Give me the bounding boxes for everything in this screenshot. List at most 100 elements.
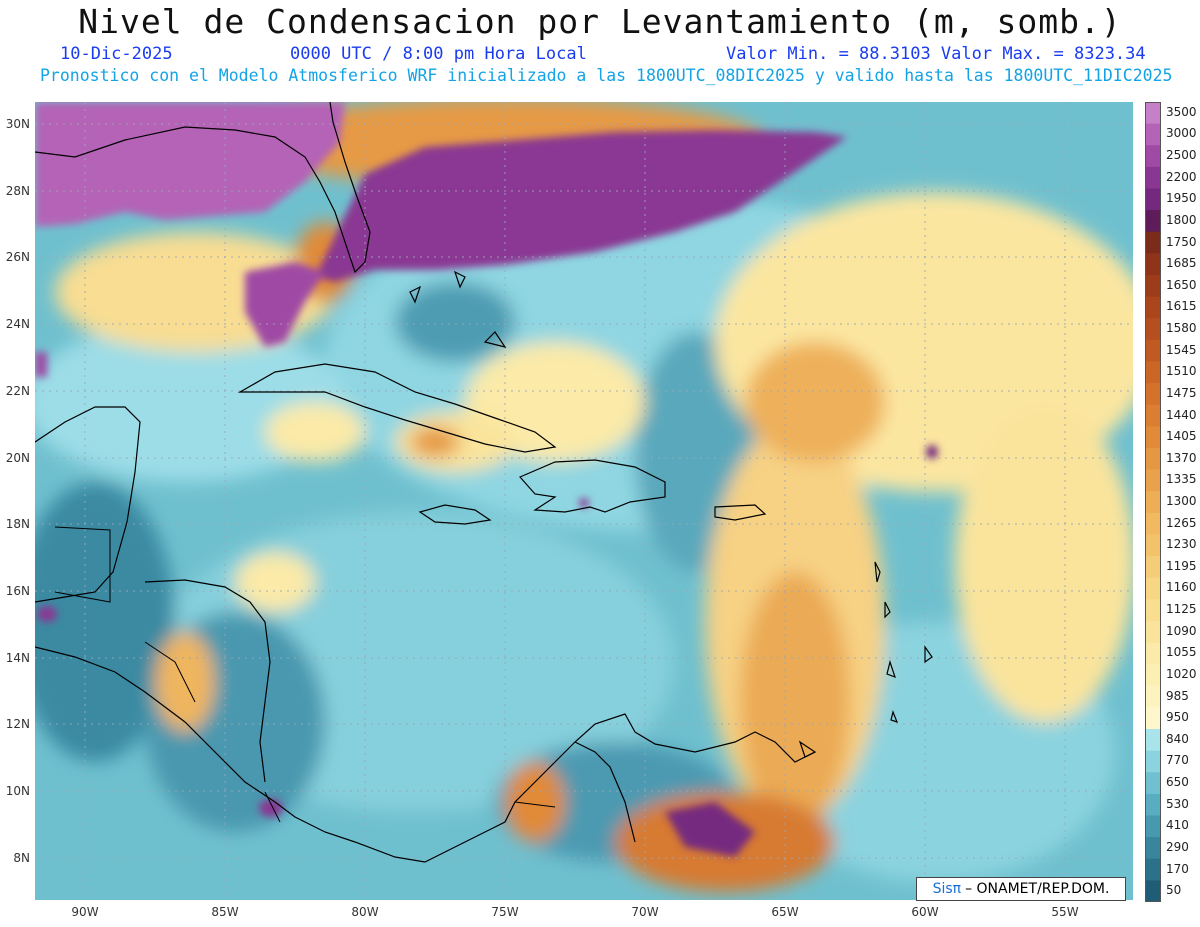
colorbar-label: 50 [1166,883,1182,898]
colorbar-label: 2500 [1166,148,1197,163]
lat-label: 26N [5,250,30,264]
colorbar-label: 1440 [1166,407,1197,422]
colorbar-label: 840 [1166,731,1189,746]
credit-text: – ONAMET/REP.DOM. [965,881,1110,897]
colorbar-swatch [1145,123,1161,146]
colorbar-swatch [1145,556,1161,579]
colorbar-swatch [1145,642,1161,665]
colorbar-swatch [1145,620,1161,644]
colorbar-label: 770 [1166,753,1189,768]
colorbar-label: 1545 [1166,342,1197,357]
colorbar-frame [1145,102,1161,902]
colorbar-label: 1685 [1166,256,1197,271]
colorbar-swatch [1145,685,1161,708]
colorbar-swatch [1145,296,1161,319]
forecast-time: 0000 UTC / 8:00 pm Hora Local [290,44,587,64]
colorbar-label: 1405 [1166,429,1197,444]
colorbar-label: 3500 [1166,104,1197,119]
colorbar-swatch [1145,274,1161,298]
model-info: Pronostico con el Modelo Atmosferico WRF… [40,66,1173,85]
lon-label: 70W [631,905,659,919]
lat-label: 10N [5,784,30,798]
colorbar-label: 1800 [1166,212,1197,227]
lat-label: 14N [5,651,30,665]
colorbar-label: 1510 [1166,364,1197,379]
lat-label: 24N [5,317,30,331]
lat-label: 30N [5,117,30,131]
colorbar-swatch [1145,339,1161,362]
lon-label: 75W [491,905,519,919]
colorbar-label: 410 [1166,818,1189,833]
colorbar-label: 1020 [1166,666,1197,681]
lat-label: 18N [5,517,30,531]
colorbar-swatch [1145,102,1161,125]
colorbar-swatch [1145,426,1161,449]
lon-label: 80W [351,905,379,919]
colorbar-swatch [1145,447,1161,471]
colorbar-swatch [1145,815,1161,838]
colorbar-label: 1300 [1166,494,1197,508]
colorbar-swatch [1145,166,1161,189]
colorbar-label: 1950 [1166,191,1197,206]
lon-label: 85W [211,905,239,919]
colorbar-label: 950 [1166,710,1189,725]
colorbar-label: 1125 [1166,602,1197,617]
colorbar-swatch [1145,253,1161,276]
lat-label: 28N [5,184,30,198]
colorbar-swatch [1145,383,1161,406]
colorbar-label: 1090 [1166,623,1197,638]
coastlines [35,102,933,863]
colorbar-label: 170 [1166,861,1189,876]
colorbar-swatch [1145,707,1161,730]
lon-label: 55W [1051,905,1079,919]
chart-title: Nivel de Condensacion por Levantamiento … [78,2,1122,41]
colorbar-swatch [1145,318,1161,341]
credit-box: Sisπ – ONAMET/REP.DOM. [916,877,1126,901]
colorbar-swatch [1145,793,1161,817]
lat-label: 22N [5,384,30,398]
min-max-values: Valor Min. = 88.3103 Valor Max. = 8323.3… [726,44,1146,64]
colorbar-label: 1265 [1166,515,1197,530]
colorbar-swatch [1145,469,1161,492]
colorbar-swatch [1145,491,1161,514]
colorbar-swatch [1145,772,1161,795]
lat-label: 20N [5,451,30,465]
colorbar-swatch [1145,534,1161,557]
colorbar-label: 3000 [1166,126,1197,141]
colorbar-swatch [1145,231,1161,254]
lat-label: 12N [5,717,30,731]
colorbar-label: 1475 [1166,385,1197,400]
colorbar-swatch [1145,361,1161,384]
colorbar-label: 1055 [1166,645,1197,660]
field-layers [35,102,1133,892]
high-lcl-zones [35,102,938,857]
colorbar-label: 530 [1166,796,1189,811]
colorbar-label: 985 [1166,688,1189,703]
credit-brand: Sisπ [932,881,962,897]
lon-label: 65W [771,905,799,919]
colorbar-swatch [1145,210,1161,233]
colorbar-swatch [1145,837,1161,860]
forecast-date: 10-Dic-2025 [60,44,173,64]
colorbar-swatch [1145,599,1161,622]
colorbar-swatch [1145,512,1161,535]
colorbar-label: 2200 [1166,169,1197,184]
colorbar-swatch [1145,188,1161,211]
colorbar-swatch [1145,664,1161,687]
colorbar-swatch [1145,750,1161,773]
colorbar-label: 1335 [1166,472,1197,487]
lon-label: 60W [911,905,939,919]
colorbar-label: 1615 [1166,299,1197,314]
colorbar-label: 1160 [1166,580,1197,595]
colorbar-label: 1750 [1166,234,1197,249]
lat-label: 16N [5,584,30,598]
colorbar-swatch [1145,729,1161,752]
colorbar-swatch [1145,858,1161,881]
colorbar-swatch [1145,404,1161,427]
lat-label: 8N [13,851,30,865]
lcl-field-map [35,102,1133,900]
gridlines [35,102,1133,900]
colorbar-label: 650 [1166,775,1189,790]
colorbar-label: 290 [1166,839,1189,854]
forecast-map [35,102,1133,900]
